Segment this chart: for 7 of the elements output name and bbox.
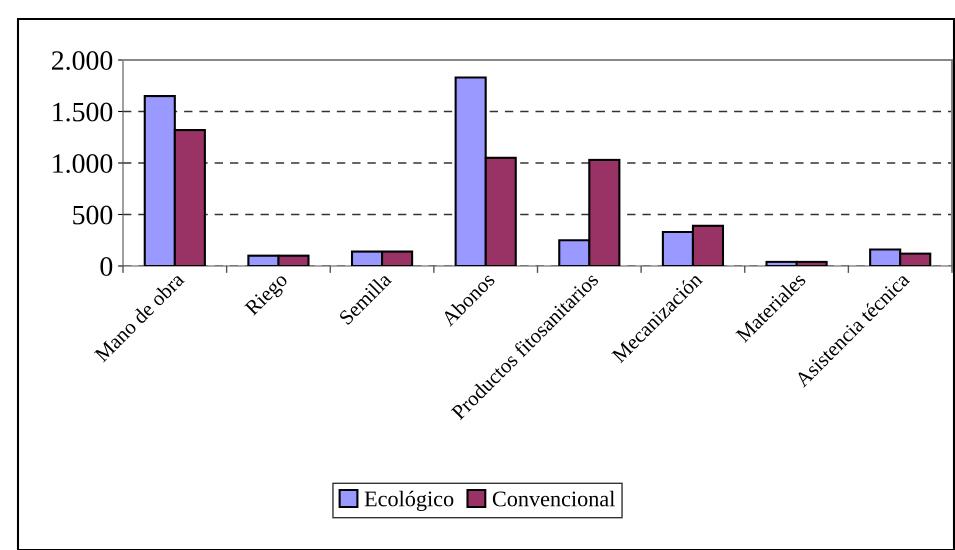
y-tick-label: 1.000 bbox=[53, 154, 112, 174]
y-tick-label: 2.000 bbox=[52, 51, 112, 70]
y-tick-label: 0 bbox=[100, 257, 112, 276]
legend-label: Ecológico bbox=[364, 490, 454, 512]
y-tick-label: 1.500 bbox=[53, 102, 112, 122]
y-tick-label: 500 bbox=[73, 206, 112, 224]
legend-label: Convencional bbox=[492, 490, 615, 506]
